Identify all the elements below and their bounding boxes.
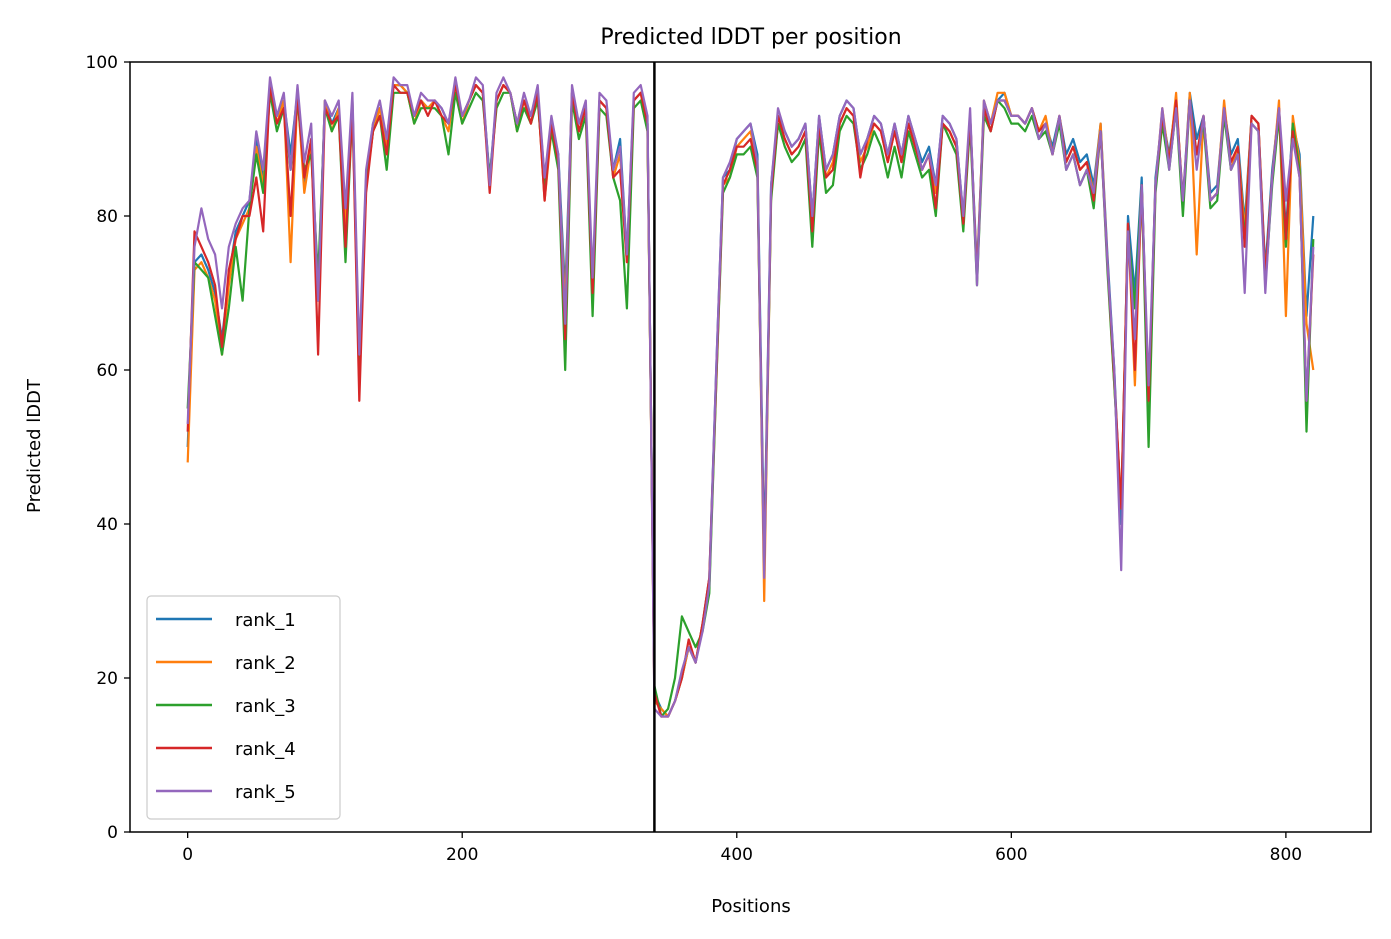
x-tick-label: 200 bbox=[446, 845, 478, 865]
y-axis-label: Predicted lDDT bbox=[24, 378, 45, 513]
series-line-rank-2 bbox=[186, 83, 1315, 718]
series-line-rank-1 bbox=[186, 83, 1315, 718]
legend-label-rank-4: rank_4 bbox=[235, 739, 296, 760]
series-line-rank-4 bbox=[186, 83, 1315, 718]
y-tick-label: 80 bbox=[96, 207, 118, 227]
series-line-rank-5 bbox=[186, 76, 1315, 718]
y-tick-label: 100 bbox=[86, 53, 118, 73]
legend-label-rank-2: rank_2 bbox=[235, 653, 296, 674]
series-line-rank-3 bbox=[186, 91, 1315, 718]
y-tick-label: 40 bbox=[96, 515, 118, 535]
legend-label-rank-1: rank_1 bbox=[235, 610, 296, 631]
x-axis-label: Positions bbox=[711, 896, 790, 917]
x-axis-ticks: 0 200 400 600 800 bbox=[182, 832, 1302, 865]
x-tick-label: 800 bbox=[1270, 845, 1302, 865]
x-tick-label: 0 bbox=[182, 845, 193, 865]
legend-label-rank-3: rank_3 bbox=[235, 696, 296, 717]
y-tick-label: 0 bbox=[107, 823, 118, 843]
plot-frame bbox=[129, 61, 1372, 833]
legend: rank_1 rank_2 rank_3 rank_4 rank_5 bbox=[146, 595, 341, 820]
y-tick-label: 20 bbox=[96, 669, 118, 689]
x-tick-label: 400 bbox=[721, 845, 753, 865]
y-tick-label: 60 bbox=[96, 361, 118, 381]
legend-box bbox=[146, 595, 341, 820]
y-axis-ticks: 0 20 40 60 80 100 bbox=[86, 53, 130, 843]
legend-label-rank-5: rank_5 bbox=[235, 782, 296, 803]
plot-lines bbox=[186, 76, 1315, 718]
chart-title: Predicted lDDT per position bbox=[600, 25, 901, 50]
x-tick-label: 600 bbox=[995, 845, 1027, 865]
